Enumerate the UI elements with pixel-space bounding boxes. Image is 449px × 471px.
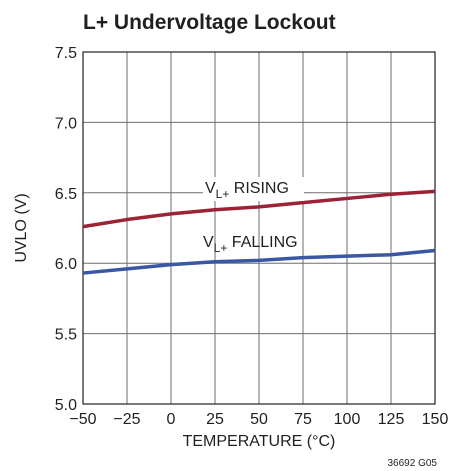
x-tick-label: 0 xyxy=(167,411,176,428)
plot-frame xyxy=(82,51,436,405)
y-tick-label: 5.0 xyxy=(55,397,77,414)
series-label-part: L+ xyxy=(214,241,228,255)
series-label-part: RISING xyxy=(229,180,289,197)
y-tick-label: 6.5 xyxy=(55,186,77,203)
x-tick-label: −50 xyxy=(69,411,96,428)
x-axis-label: TEMPERATURE (°C) xyxy=(183,433,336,450)
x-tick-label: −25 xyxy=(113,411,140,428)
x-tick-label: 25 xyxy=(206,411,224,428)
y-axis-label: UVLO (V) xyxy=(13,193,30,262)
series-label-part: FALLING xyxy=(227,234,297,251)
chart-title: L+ Undervoltage Lockout xyxy=(83,11,336,34)
data-line xyxy=(82,248,436,275)
series-label-part: L+ xyxy=(216,187,230,201)
y-tick-label: 7.5 xyxy=(55,45,77,62)
figure-note: 36692 G05 xyxy=(388,458,438,469)
series-label-part: V xyxy=(203,234,214,251)
y-tick-label: 7.0 xyxy=(55,115,77,132)
x-tick-label: 50 xyxy=(250,411,268,428)
y-tick-label: 6.0 xyxy=(55,256,77,273)
series-label-part: V xyxy=(205,180,216,197)
data-line xyxy=(82,189,436,229)
series-label: VL+ FALLING xyxy=(203,234,298,255)
x-tick-label: 150 xyxy=(422,411,449,428)
x-tick-label: 75 xyxy=(294,411,312,428)
y-tick-label: 5.5 xyxy=(55,327,77,344)
label-background xyxy=(203,177,304,201)
x-tick-label: 100 xyxy=(334,411,361,428)
x-tick-label: 125 xyxy=(378,411,405,428)
series-label: VL+ RISING xyxy=(205,180,289,201)
